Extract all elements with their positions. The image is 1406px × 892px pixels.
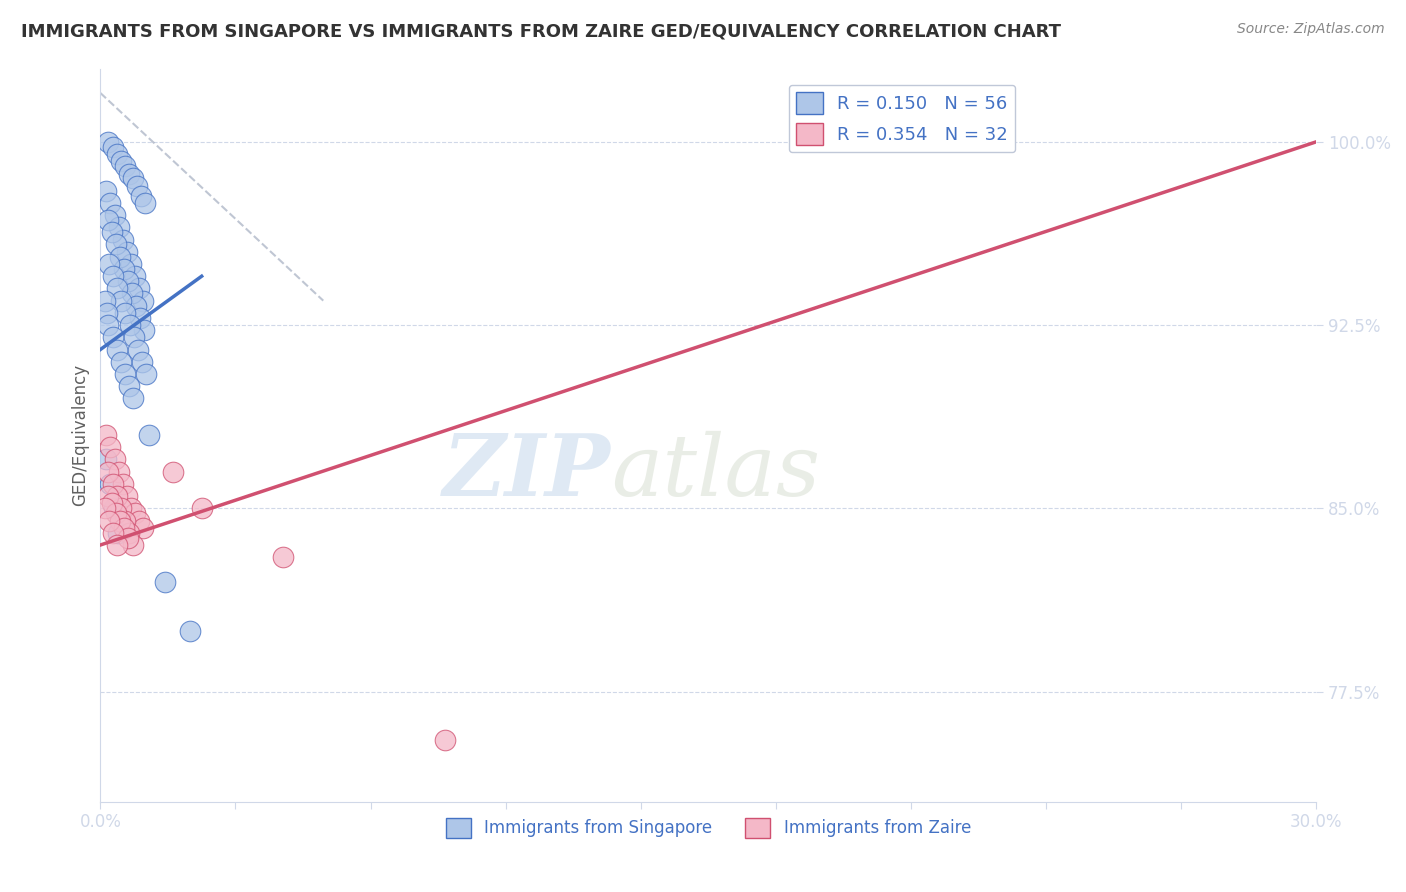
Point bbox=[97, 465, 120, 479]
Point bbox=[271, 550, 294, 565]
Point bbox=[98, 257, 121, 271]
Point bbox=[103, 525, 125, 540]
Point bbox=[125, 178, 148, 193]
Point bbox=[94, 501, 117, 516]
Point bbox=[118, 525, 141, 540]
Point bbox=[138, 428, 160, 442]
Point bbox=[129, 310, 152, 325]
Point bbox=[97, 213, 120, 227]
Text: IMMIGRANTS FROM SINGAPORE VS IMMIGRANTS FROM ZAIRE GED/EQUIVALENCY CORRELATION C: IMMIGRANTS FROM SINGAPORE VS IMMIGRANTS … bbox=[21, 22, 1062, 40]
Point bbox=[112, 521, 135, 535]
Point bbox=[121, 286, 143, 301]
Point bbox=[129, 188, 152, 202]
Point bbox=[127, 343, 149, 357]
Point bbox=[111, 233, 134, 247]
Point bbox=[100, 195, 122, 210]
Point bbox=[104, 506, 127, 520]
Point bbox=[104, 237, 127, 252]
Point bbox=[108, 250, 131, 264]
Point bbox=[124, 269, 146, 284]
Point bbox=[94, 293, 117, 308]
Point bbox=[105, 147, 128, 161]
Point bbox=[117, 274, 139, 288]
Point bbox=[101, 139, 124, 153]
Point bbox=[107, 525, 129, 540]
Point bbox=[114, 367, 136, 381]
Point bbox=[179, 624, 201, 638]
Point bbox=[162, 465, 184, 479]
Point bbox=[134, 195, 156, 210]
Point bbox=[96, 184, 118, 198]
Point bbox=[103, 501, 125, 516]
Text: Source: ZipAtlas.com: Source: ZipAtlas.com bbox=[1237, 22, 1385, 37]
Point bbox=[110, 501, 132, 516]
Point bbox=[120, 257, 142, 271]
Point bbox=[107, 465, 129, 479]
Point bbox=[118, 318, 141, 332]
Point bbox=[103, 208, 125, 222]
Y-axis label: GED/Equivalency: GED/Equivalency bbox=[72, 364, 89, 506]
Point bbox=[97, 489, 120, 503]
Point bbox=[101, 330, 124, 344]
Point bbox=[100, 440, 122, 454]
Point bbox=[114, 159, 136, 173]
Point bbox=[131, 355, 153, 369]
Point bbox=[98, 514, 121, 528]
Point bbox=[96, 306, 118, 320]
Point bbox=[433, 733, 456, 747]
Point bbox=[118, 379, 141, 393]
Point bbox=[105, 281, 128, 295]
Point bbox=[128, 514, 150, 528]
Point bbox=[114, 306, 136, 320]
Point bbox=[120, 501, 142, 516]
Point bbox=[153, 574, 176, 589]
Point bbox=[114, 514, 136, 528]
Point bbox=[115, 489, 138, 503]
Point bbox=[101, 477, 124, 491]
Point bbox=[121, 392, 143, 406]
Point bbox=[110, 293, 132, 308]
Point bbox=[121, 538, 143, 552]
Point bbox=[103, 269, 125, 284]
Point bbox=[108, 514, 131, 528]
Point bbox=[190, 501, 212, 516]
Point bbox=[112, 261, 135, 276]
Point bbox=[96, 428, 118, 442]
Point bbox=[111, 477, 134, 491]
Point bbox=[100, 225, 122, 239]
Point bbox=[105, 538, 128, 552]
Point bbox=[117, 531, 139, 545]
Point bbox=[98, 477, 121, 491]
Legend: Immigrants from Singapore, Immigrants from Zaire: Immigrants from Singapore, Immigrants fr… bbox=[439, 811, 977, 845]
Point bbox=[134, 323, 156, 337]
Point bbox=[97, 318, 120, 332]
Point bbox=[105, 343, 128, 357]
Text: ZIP: ZIP bbox=[443, 430, 612, 514]
Point bbox=[97, 135, 120, 149]
Point bbox=[103, 452, 125, 467]
Point bbox=[132, 521, 155, 535]
Point bbox=[110, 154, 132, 169]
Point bbox=[115, 244, 138, 259]
Point bbox=[107, 220, 129, 235]
Point bbox=[122, 330, 145, 344]
Point bbox=[128, 281, 150, 295]
Text: atlas: atlas bbox=[612, 430, 820, 513]
Point bbox=[94, 452, 117, 467]
Point bbox=[110, 355, 132, 369]
Point bbox=[100, 496, 122, 510]
Point bbox=[124, 506, 146, 520]
Point bbox=[135, 367, 157, 381]
Point bbox=[981, 122, 1004, 136]
Point bbox=[132, 293, 155, 308]
Point bbox=[118, 167, 141, 181]
Point bbox=[125, 299, 148, 313]
Point bbox=[105, 489, 128, 503]
Point bbox=[121, 171, 143, 186]
